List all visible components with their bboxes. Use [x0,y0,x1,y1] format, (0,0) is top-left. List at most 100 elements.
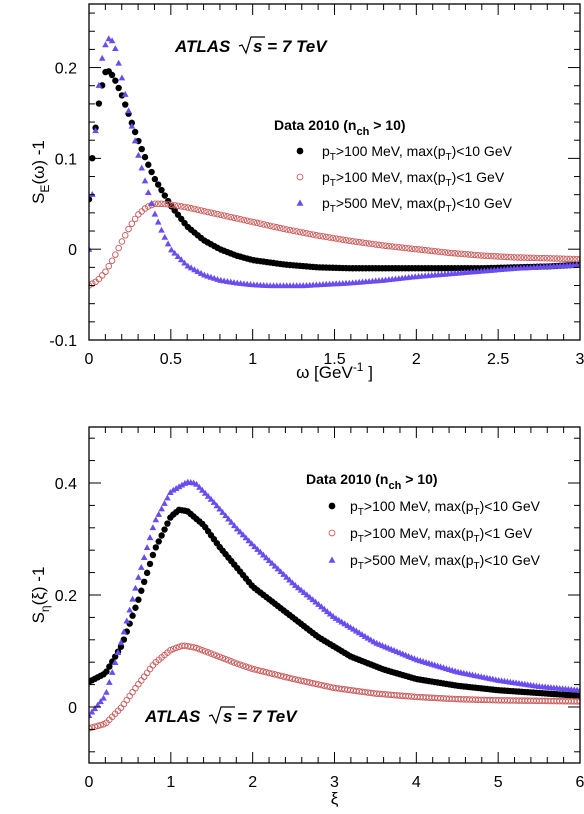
data-point [286,576,293,583]
data-point [217,211,225,219]
data-point [227,213,234,221]
data-point [120,636,128,643]
data-point [213,502,221,509]
data-point [131,137,139,144]
data-point [303,230,310,237]
data-point [408,245,416,252]
data-point [114,649,122,656]
data-point [138,677,145,684]
data-point [346,237,353,245]
data-point [316,232,323,240]
data-point [225,515,232,522]
data-point [112,45,119,52]
x-tick-label: 6 [576,774,584,791]
data-point [172,644,180,652]
data-point [315,681,322,688]
data-point [415,246,422,253]
data-point [332,235,340,242]
legend-entry: pT>500 MeV, max(pT)<10 GeV [322,195,513,215]
data-point [239,531,247,538]
data-point [196,645,203,653]
data-point [254,545,261,552]
legend-entry: pT>100 MeV, max(pT)<1 GeV [322,169,505,189]
data-point [106,678,113,685]
data-point [149,524,157,531]
data-point [207,495,215,502]
data-point [115,59,122,66]
data-point [543,255,551,262]
x-tick-label: 0 [85,774,94,791]
data-point [138,587,145,594]
data-point [197,269,205,276]
data-point [451,250,459,257]
data-point [126,692,133,700]
data-point [236,661,244,668]
legend: Data 2010 (nch > 10) pT>100 MeV, max(pT)<… [274,117,513,215]
data-point [421,246,429,254]
data-point [405,245,412,252]
x-tick-label: 0.5 [160,351,182,368]
x-tick-label: 2.5 [487,351,509,368]
data-point [172,485,180,491]
data-point [158,226,165,233]
series-1 [89,68,580,272]
data-point [299,229,307,236]
data-point [375,241,383,249]
data-point [402,244,409,252]
data-point [171,249,178,256]
data-point [154,218,162,225]
x-tick-label: 2 [248,774,257,791]
data-point [268,670,276,677]
data-point [143,544,151,551]
data-point [392,243,399,251]
x-tick-label: 1 [166,774,175,791]
data-point [194,206,201,214]
data-point [388,243,396,250]
data-point [108,257,116,264]
data-point [174,253,182,259]
data-point [336,235,343,243]
data-point [201,207,208,215]
data-point [398,244,406,251]
data-point [230,522,238,529]
data-point [329,234,337,242]
data-point [464,251,472,258]
data-point [294,676,302,684]
data-point [312,598,319,605]
data-point [128,220,136,227]
data-point [131,128,139,136]
data-point [141,578,148,586]
legend-entry: pT>100 MeV, max(pT)<1 GeV [350,525,533,545]
data-point [135,573,142,580]
data-point [177,256,185,263]
data-point [247,218,254,225]
data-point [294,584,302,591]
data-point [520,254,528,261]
data-point [448,249,455,257]
data-point [362,239,370,247]
data-point [277,672,285,680]
data-point [155,181,162,188]
data-point [129,688,136,696]
data-point [140,673,148,680]
data-point [115,84,122,92]
data-point [224,213,231,220]
data-point [250,218,258,226]
data-point [268,559,276,566]
data-point [193,480,200,487]
data-point [164,201,172,208]
data-point [204,492,212,499]
data-point [135,151,142,158]
data-point [291,581,299,588]
data-point [245,664,253,671]
data-point [158,532,165,539]
data-point [196,483,203,490]
data-point [161,200,169,208]
series-3 [89,478,580,719]
data-point [161,499,168,506]
data-point [240,216,248,224]
y-tick-label: 0.2 [55,61,77,78]
data-point [326,234,333,241]
data-point [184,204,192,211]
data-point [210,651,218,658]
